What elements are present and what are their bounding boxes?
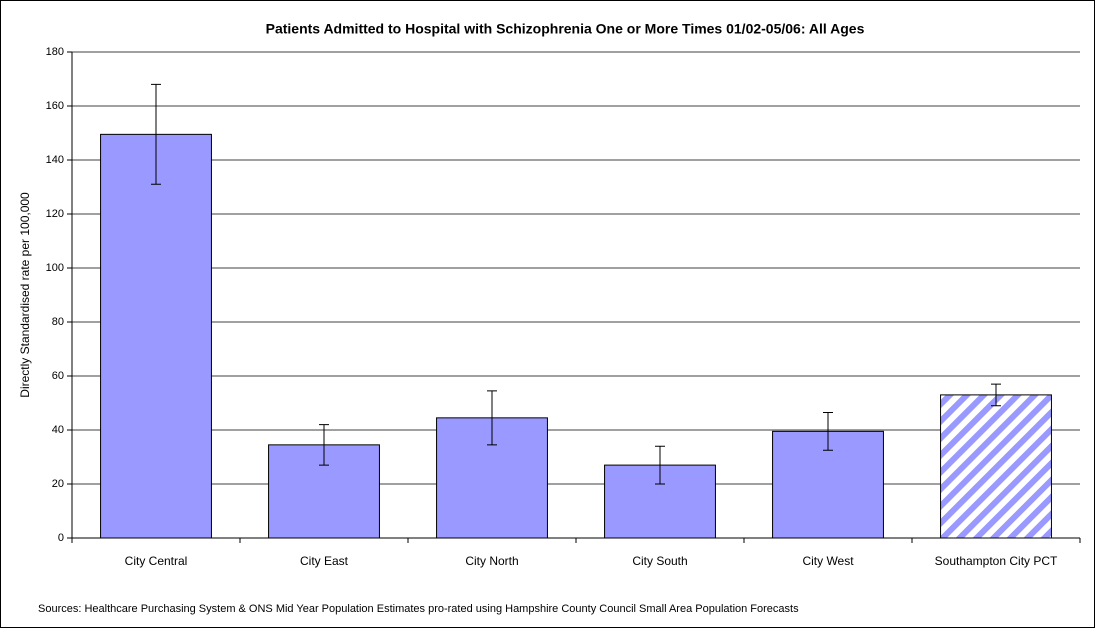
y-tick-label: 20 (52, 478, 64, 490)
error-bar (487, 390, 497, 446)
x-tick-label: Southampton City PCT (935, 554, 1058, 568)
chart-title: Patients Admitted to Hospital with Schiz… (266, 21, 865, 37)
error-bar (823, 411, 833, 451)
y-tick-label: 140 (46, 154, 64, 166)
y-tick-label: 160 (46, 100, 64, 112)
y-tick-label: 40 (52, 424, 64, 436)
y-tick-label: 80 (52, 316, 64, 328)
error-bar (319, 424, 329, 466)
source-note: Sources: Healthcare Purchasing System & … (38, 603, 799, 615)
x-tick-label: City South (632, 554, 687, 568)
x-tick-label: City North (465, 554, 518, 568)
y-axis-label: Directly Standardised rate per 100,000 (18, 192, 32, 398)
y-tick-label: 120 (46, 208, 64, 220)
bar (940, 394, 1052, 539)
y-tick-label: 180 (46, 46, 64, 58)
bar (100, 133, 212, 539)
y-tick-label: 100 (46, 262, 64, 274)
x-tick-label: City Central (125, 554, 188, 568)
error-bar (151, 83, 161, 185)
error-bar (991, 383, 1001, 407)
x-tick-label: City West (802, 554, 854, 568)
x-tick-label: City East (300, 554, 349, 568)
y-tick-label: 0 (58, 532, 64, 544)
error-bar (655, 445, 665, 485)
y-tick-label: 60 (52, 370, 64, 382)
